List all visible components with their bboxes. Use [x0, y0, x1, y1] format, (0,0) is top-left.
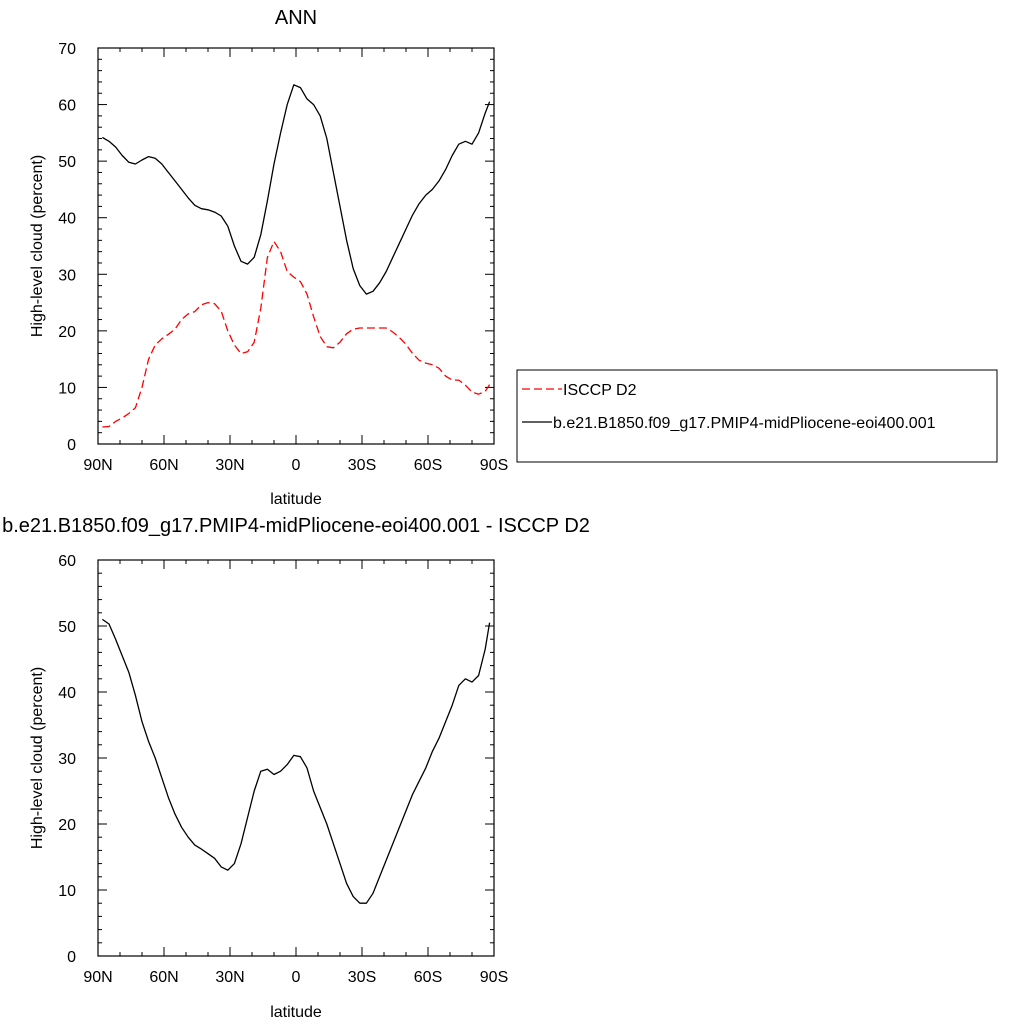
top-chart-title: ANN	[275, 7, 317, 29]
x-tick-label: 90S	[480, 969, 508, 986]
x-tick-label: 60N	[149, 457, 178, 474]
y-tick-label: 20	[58, 817, 76, 834]
y-tick-label: 10	[58, 883, 76, 900]
x-tick-label: 90S	[480, 457, 508, 474]
x-tick-label: 90N	[83, 969, 112, 986]
top-plot-frame	[97, 47, 495, 445]
x-tick-label: 30S	[348, 969, 376, 986]
legend-label-model: b.e21.B1850.f09_g17.PMIP4-midPliocene-eo…	[553, 415, 936, 432]
bottom-panel: b.e21.B1850.f09_g17.PMIP4-midPliocene-eo…	[2, 515, 590, 1021]
top-x-ticks: 90N 60N 30N 0 30S 60S 90S	[83, 48, 508, 474]
x-tick-label: 0	[292, 969, 301, 986]
y-tick-label: 30	[58, 751, 76, 768]
top-x-axis-label: latitude	[270, 491, 322, 508]
y-tick-label: 60	[58, 553, 76, 570]
bottom-x-axis-label: latitude	[270, 1004, 322, 1021]
y-tick-label: 50	[58, 154, 76, 171]
bottom-y-ticks: 0 10 20 30 40 50 60	[58, 553, 494, 966]
y-tick-label: 0	[67, 437, 76, 454]
x-tick-label: 30N	[215, 457, 244, 474]
top-y-ticks: 0 10 20 30 40 50 60 70	[58, 41, 494, 454]
bottom-series-lines	[102, 618, 491, 904]
x-tick-label: 60S	[414, 457, 442, 474]
y-tick-label: 60	[58, 98, 76, 115]
legend: ISCCP D2 b.e21.B1850.f09_g17.PMIP4-midPl…	[516, 369, 998, 463]
x-tick-label: 60N	[149, 969, 178, 986]
y-tick-label: 0	[67, 949, 76, 966]
bottom-chart-title: b.e21.B1850.f09_g17.PMIP4-midPliocene-eo…	[2, 515, 590, 537]
x-tick-label: 90N	[83, 457, 112, 474]
legend-label-obs: ISCCP D2	[563, 382, 637, 399]
x-tick-label: 30N	[215, 969, 244, 986]
top-panel: ANN 90N 60N 30N 0 30S 60S 90S 010203040506070 …	[29, 7, 508, 508]
top-y-axis-label: High-level cloud (percent)	[29, 155, 46, 337]
x-tick-label: 30S	[348, 457, 376, 474]
bottom-plot-frame	[97, 559, 495, 957]
bottom-y-axis-label: High-level cloud (percent)	[29, 667, 46, 849]
bottom-series-line-model	[102, 618, 491, 904]
y-tick-label: 30	[58, 267, 76, 284]
x-tick-label: 60S	[414, 969, 442, 986]
top-series-line-model	[102, 84, 491, 295]
legend-box	[516, 369, 998, 463]
y-tick-label: 40	[58, 685, 76, 702]
top-series-lines	[102, 84, 491, 428]
y-tick-label: 70	[58, 41, 76, 58]
y-tick-label: 50	[58, 619, 76, 636]
top-series-line-obs	[102, 240, 491, 428]
x-tick-label: 0	[292, 457, 301, 474]
y-tick-label: 40	[58, 211, 76, 228]
bottom-x-ticks: 90N 60N 30N 0 30S 60S 90S	[83, 560, 508, 986]
y-tick-label: 10	[58, 380, 76, 397]
y-tick-label: 20	[58, 324, 76, 341]
